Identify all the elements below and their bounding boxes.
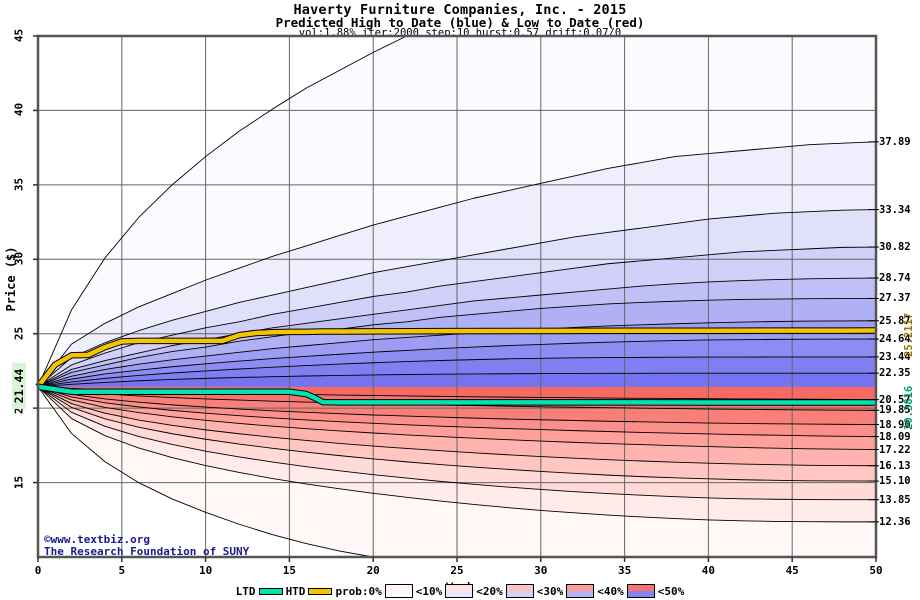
right-label-13.85: 13.85 (879, 493, 911, 506)
plot-frame (33, 34, 879, 562)
legend-swatch-band-5 (626, 584, 655, 598)
ltd-final-value-label: 20.3816 (903, 386, 915, 431)
x-tick-label-25: 25 (450, 564, 464, 577)
x-tick-label-50: 50 (869, 564, 883, 577)
legend-label-band-4: <40% (597, 584, 624, 598)
high-quantile-line-q-28.74 (37, 277, 877, 388)
x-tick-label-40: 40 (701, 564, 716, 577)
legend-swatch-band-3 (505, 584, 534, 598)
series-line-LTD (37, 384, 876, 405)
x-tick-label-20: 20 (366, 564, 380, 577)
chart-title: Haverty Furniture Companies, Inc. - 2015 (293, 2, 627, 18)
x-tick-label-0: 0 (34, 564, 42, 577)
series-lines (35, 327, 877, 406)
low-quantile-line-q-13.85 (37, 386, 876, 501)
watermark-org: The Research Foundation of SUNY (44, 545, 250, 558)
legend-label-ltd: LTD (235, 584, 256, 598)
legend-swatch-band-2 (445, 584, 474, 598)
legend-item-prob: prob:0% (334, 585, 382, 598)
right-label-33.34: 33.34 (879, 203, 911, 216)
high-quantile-line-q-30.82 (37, 246, 877, 388)
chart-subtitle: Predicted High to Date (blue) & Low to D… (275, 15, 645, 30)
legend-swatch-band-1 (384, 584, 413, 598)
right-label-23.44: 23.44 (879, 350, 911, 363)
legend-label-band-2: <20% (476, 584, 503, 598)
current-price-tick: 21.44 (12, 362, 26, 409)
x-tick-label-35: 35 (617, 564, 632, 577)
x-tick-label-5: 5 (118, 564, 126, 577)
right-label-27.37: 27.37 (879, 292, 911, 305)
right-label-20.57: 20.57 (879, 393, 911, 406)
low-quantile-line-q-18.09 (37, 386, 877, 438)
legend-item-ltd: LTD (235, 585, 285, 598)
legend-label-band-3: <30% (536, 584, 564, 598)
x-tick-label-30: 30 (534, 564, 548, 577)
right-label-18.09: 18.09 (879, 430, 911, 443)
right-label-15.10: 15.10 (879, 475, 911, 488)
high-quantile-line-q-27.37 (37, 297, 877, 388)
right-label-25.87: 25.87 (879, 314, 911, 327)
x-tick-label-45: 45 (785, 564, 799, 577)
right-label-12.36: 12.36 (879, 515, 911, 528)
legend-item-htd: HTD (285, 585, 335, 598)
legend-swatch-band-4 (566, 584, 595, 598)
chart-legend: LTD HTD prob:0% <10% <20% <30% <40% <50% (0, 584, 920, 598)
legend-label-band-1: <10% (415, 584, 443, 598)
legend-label-htd: HTD (285, 584, 306, 598)
watermark-url: ©www.textbiz.org (44, 533, 150, 546)
legend-swatch-htd (308, 587, 333, 595)
y-tick-label-30: 30 (12, 252, 26, 266)
y-tick-label-25: 25 (12, 326, 26, 340)
low-quantile-line-q-18.90 (37, 386, 877, 425)
legend-swatch-ltd (258, 587, 283, 595)
right-label-19.85: 19.85 (879, 404, 911, 417)
right-label-37.89: 37.89 (879, 135, 911, 148)
htd-final-value-label: 25.2117 (903, 312, 915, 357)
high-quantile-line-q-22.35 (37, 372, 876, 388)
y-tick-label-40: 40 (12, 103, 26, 117)
high-quantile-line-q-33.34 (37, 209, 877, 388)
low-quantile-line-q-16.13 (37, 386, 877, 467)
x-tick-label-10: 10 (198, 564, 213, 577)
high-quantile-line-q-24.64 (37, 338, 876, 388)
y-tick-label-15: 15 (12, 475, 26, 489)
legend-probability-bands: <10% <20% <30% <40% <50% (383, 584, 686, 598)
x-tick-label-15: 15 (282, 564, 297, 577)
right-label-24.64: 24.64 (879, 333, 911, 346)
right-label-28.74: 28.74 (879, 272, 911, 285)
high-quantile-line-q-23.44 (37, 356, 876, 388)
right-label-17.22: 17.22 (879, 443, 911, 456)
low-quantile-line-q-17.22 (37, 386, 877, 450)
high-quantile-line-q-37.89 (37, 141, 877, 387)
legend-label-prob: prob:0% (335, 584, 382, 598)
right-label-30.82: 30.82 (879, 241, 911, 254)
low-quantile-line-q-12.36 (37, 386, 876, 523)
series-line-HTD (36, 328, 877, 389)
low-quantile-line-q-15.10 (37, 386, 877, 482)
right-label-18.90: 18.90 (879, 418, 911, 431)
y-tick-label-45: 45 (12, 28, 26, 43)
legend-label-band-5: <50% (657, 584, 685, 598)
right-label-22.35: 22.35 (879, 367, 911, 380)
right-label-16.13: 16.13 (879, 459, 911, 472)
y-tick-label-35: 35 (12, 177, 26, 191)
